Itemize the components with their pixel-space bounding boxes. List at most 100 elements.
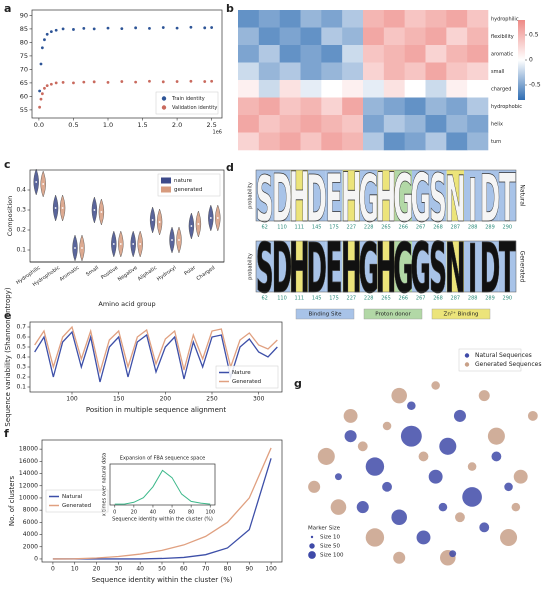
legend-swatch [363, 308, 423, 320]
data-point [39, 97, 43, 101]
heatmap-cell [383, 27, 405, 46]
legend-swatch [161, 186, 171, 193]
size-legend-marker [310, 535, 314, 539]
heatmap-cell [279, 132, 301, 151]
logo-letter: D [272, 160, 293, 237]
bubble [356, 501, 369, 514]
y-tick-label: 85 [20, 25, 28, 33]
bubble [418, 451, 429, 462]
data-point [49, 30, 53, 33]
heatmap-cell [238, 10, 260, 28]
chart-title: Expansion of FBA sequence space [120, 456, 205, 462]
site-background [308, 241, 326, 292]
row-name: Generated [519, 251, 526, 283]
data-point [134, 26, 138, 30]
colorbar-tick-label: -0.5 [529, 82, 541, 89]
x-tick-label: 70 [202, 566, 210, 573]
heatmap-cell [321, 62, 343, 81]
position-label: 288 [468, 296, 478, 302]
bubble [334, 473, 342, 481]
heatmap-cell [342, 132, 364, 151]
data-point [203, 80, 207, 83]
site-background [464, 241, 482, 292]
y-tick-label: 0.2 [16, 227, 26, 234]
x-tick-label: 50 [158, 566, 166, 573]
heatmap-cell [342, 97, 364, 116]
y-tick-label: 0.4 [16, 354, 26, 361]
position-label: 228 [364, 296, 374, 302]
bubble [453, 409, 466, 422]
position-label: 290 [503, 296, 513, 302]
data-point [39, 62, 43, 66]
median-dot [35, 181, 38, 183]
heatmap-cell [404, 45, 426, 63]
legend-swatch [431, 308, 491, 320]
data-point [148, 26, 151, 30]
bubble [462, 487, 482, 507]
data-line [52, 458, 272, 560]
bubble [513, 469, 528, 484]
median-dot [139, 243, 142, 245]
y-tick-label: 4000 [23, 531, 38, 538]
heatmap-cell [279, 80, 301, 98]
logo-letter: S [256, 229, 274, 309]
data-point [72, 81, 75, 85]
y-axis-label: Sequence variability (Shannon entropy) [4, 287, 12, 426]
data-point [72, 28, 75, 31]
heatmap-cell [300, 45, 322, 63]
x-tick-label: 1.0 [103, 121, 113, 129]
site-background [394, 241, 412, 292]
heatmap-cell [425, 45, 447, 63]
bubble [500, 528, 518, 546]
heatmap-cell [363, 115, 385, 133]
data-point [92, 27, 96, 31]
site-background [412, 241, 430, 292]
x-tick-label: 100 [205, 510, 215, 516]
bubble [308, 480, 321, 493]
data-point [106, 26, 110, 30]
heatmap-cell [279, 27, 301, 46]
x-tick-label: 60 [180, 566, 188, 573]
site-background [377, 170, 395, 221]
site-background [446, 241, 464, 292]
heatmap-cell [404, 27, 426, 46]
x-tick-label: 80 [188, 510, 194, 516]
legend-label: Generated [232, 379, 261, 385]
bubble [487, 427, 505, 445]
heatmap-cell [238, 97, 260, 116]
x-tick-label: Charged [196, 265, 217, 282]
bubble [478, 390, 490, 402]
logo-letter: H [289, 158, 310, 238]
heatmap-cell [467, 80, 489, 98]
panel-label: b [226, 2, 234, 15]
position-label: 266 [399, 296, 409, 302]
y-tick-label: 18000 [19, 446, 38, 453]
position-label: 268 [433, 296, 443, 302]
data-point [45, 84, 49, 87]
y-tick-label: 0.6 [16, 334, 26, 341]
site-background [498, 241, 516, 292]
data-point [61, 27, 65, 31]
x-tick-label: 1.5 [137, 121, 147, 129]
median-dot [158, 221, 161, 223]
heatmap-cell [446, 80, 468, 98]
data-point [54, 81, 58, 85]
colorbar [518, 20, 525, 100]
plot-frame [109, 463, 216, 506]
heatmap-cell [425, 62, 447, 81]
median-dot [132, 243, 135, 245]
row-label: turn [491, 139, 501, 145]
heatmap-cell [300, 115, 322, 133]
bubble [391, 509, 407, 525]
heatmap-cell [467, 115, 489, 133]
legend-label: generated [174, 187, 202, 193]
data-point [54, 28, 58, 32]
bubble [344, 430, 357, 443]
heatmap-cell [300, 97, 322, 116]
panel-label: c [4, 158, 11, 171]
y-tick-label: 6000 [23, 519, 38, 526]
position-label: 268 [433, 225, 443, 231]
size-legend-label: Size 50 [320, 544, 341, 550]
heatmap-cell [425, 27, 447, 46]
